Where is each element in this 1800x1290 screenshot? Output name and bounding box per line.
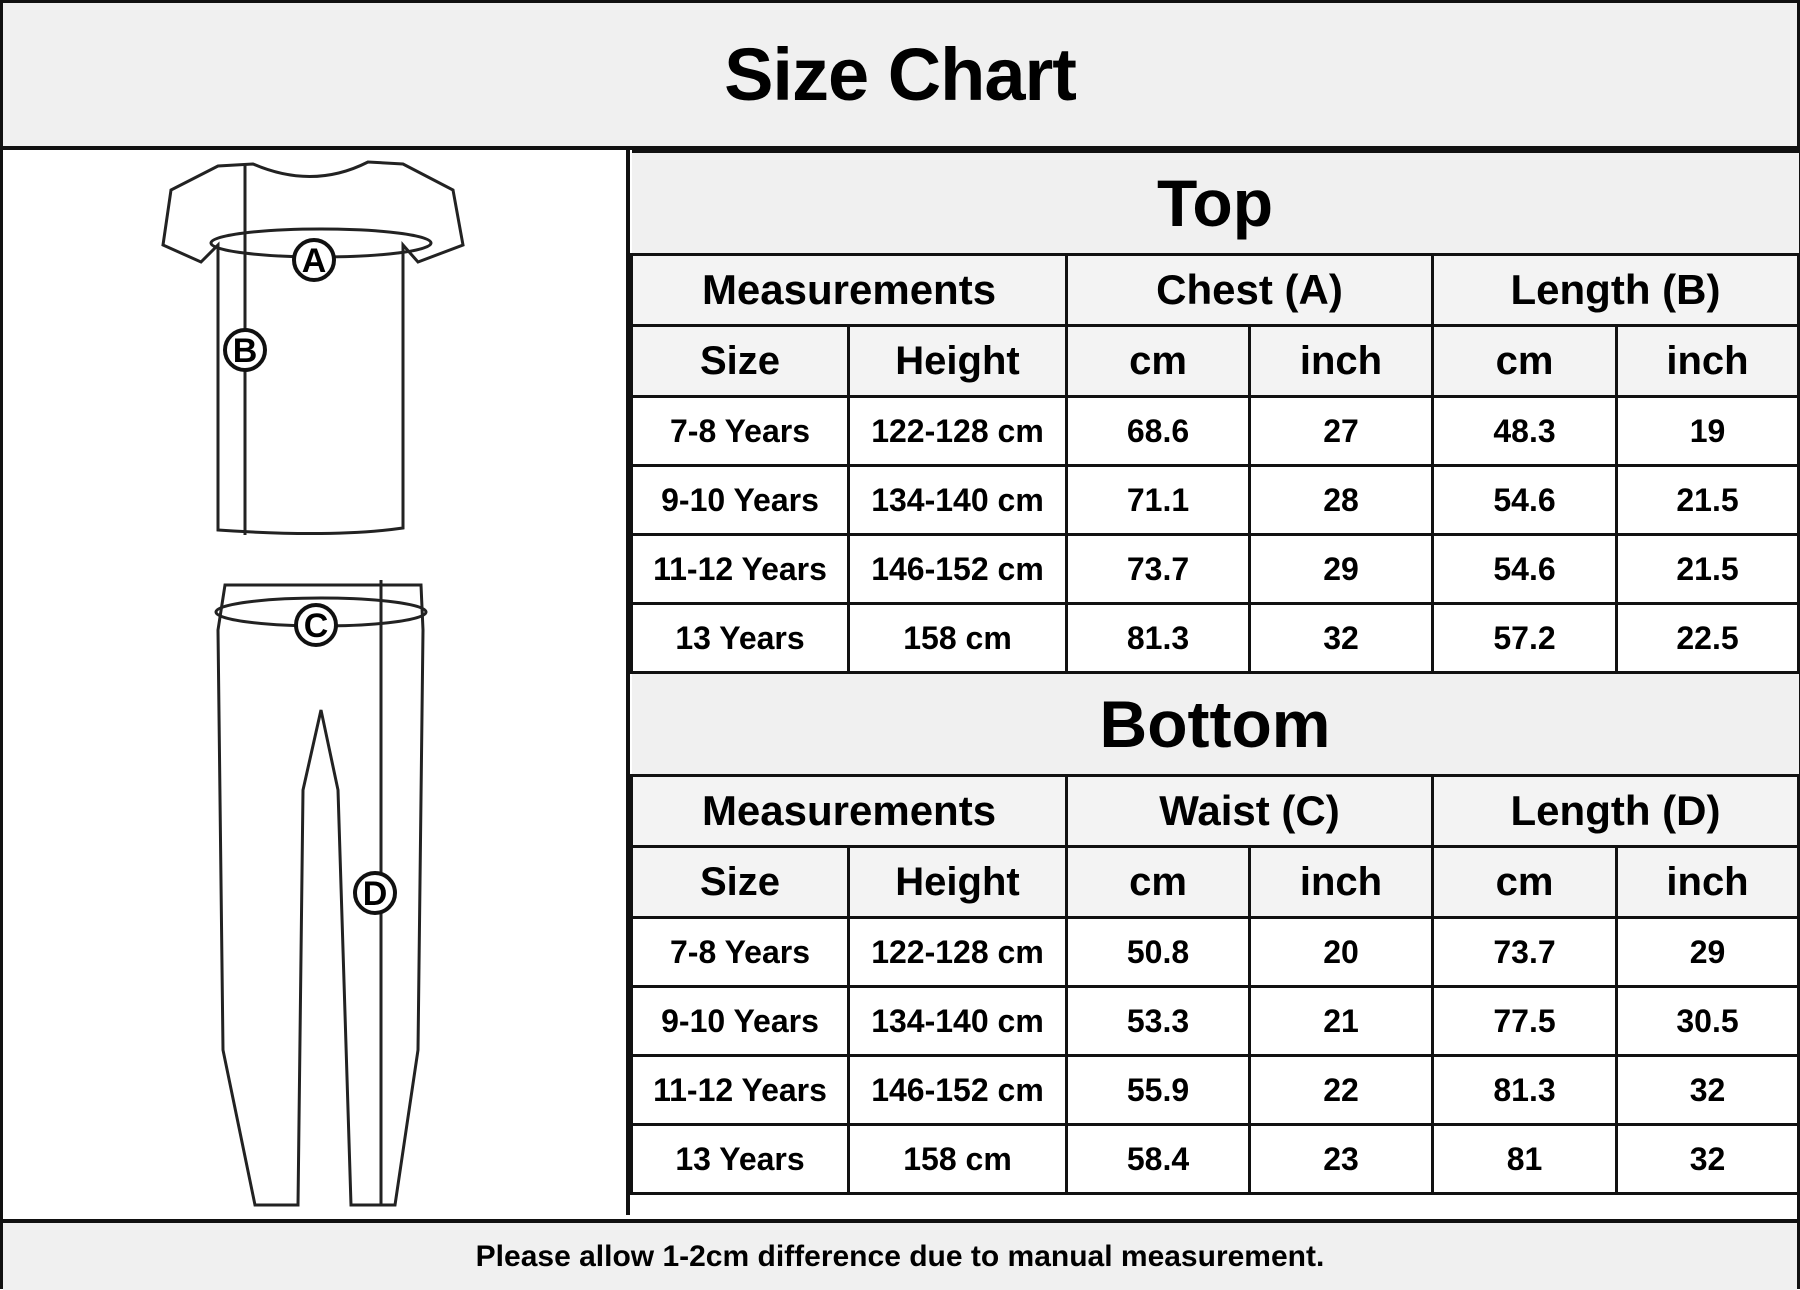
top-section-title: Top [631, 150, 1799, 256]
label-c-circle [294, 603, 338, 647]
table-cell: 146-152 cm [847, 533, 1068, 605]
table-cell: 81.3 [1065, 602, 1251, 674]
table-cell: 22 [1248, 1054, 1434, 1126]
bottom-section-title: Bottom [631, 671, 1799, 777]
table-cell: 20 [1248, 916, 1434, 988]
table-cell: 146-152 cm [847, 1054, 1068, 1126]
top-subheader: Height [847, 324, 1068, 398]
label-b: B [233, 332, 258, 370]
table-cell: 71.1 [1065, 464, 1251, 536]
bottom-group-header: Length (D) [1430, 774, 1800, 848]
table-cell: 55.9 [1065, 1054, 1251, 1126]
leggings-outline [216, 583, 425, 1207]
table-cell: 158 cm [847, 602, 1068, 674]
top-subheader: cm [1431, 324, 1618, 398]
table-cell: 81 [1431, 1123, 1618, 1195]
top-subheader: cm [1065, 324, 1251, 398]
garment-illustration: A B C D [3, 150, 630, 1215]
bottom-subheader: inch [1248, 845, 1434, 919]
table-row: 11-12 Years 146-152 cm 73.7 29 54.6 21.5 [630, 533, 1800, 605]
table-cell: 19 [1615, 395, 1800, 467]
table-cell: 122-128 cm [847, 395, 1068, 467]
table-cell: 21 [1248, 985, 1434, 1057]
table-cell: 13 Years [630, 1123, 850, 1195]
table-cell: 73.7 [1431, 916, 1618, 988]
table-row: 7-8 Years 122-128 cm 50.8 20 73.7 29 [630, 916, 1800, 988]
table-cell: 21.5 [1615, 533, 1800, 605]
top-subheader: inch [1248, 324, 1434, 398]
page-title: Size Chart [3, 3, 1797, 150]
bottom-subheader: inch [1614, 845, 1800, 919]
table-cell: 134-140 cm [847, 464, 1068, 536]
top-size-table: Top Measurements Chest (A) Length (B) Si… [630, 150, 1800, 674]
table-row: 13 Years 158 cm 81.3 32 57.2 22.5 [630, 602, 1800, 674]
table-cell: 73.7 [1065, 533, 1251, 605]
table-cell: 30.5 [1614, 985, 1800, 1057]
bottom-size-table: Bottom Measurements Waist (C) Length (D)… [630, 671, 1800, 1195]
table-cell: 23 [1248, 1123, 1434, 1195]
table-cell: 134-140 cm [847, 985, 1068, 1057]
top-subheader: Size [630, 324, 850, 398]
table-row: 13 Years 158 cm 58.4 23 81 32 [630, 1123, 1800, 1195]
table-cell: 28 [1248, 464, 1434, 536]
bottom-subheader: Height [847, 845, 1068, 919]
table-cell: 48.3 [1431, 395, 1618, 467]
table-cell: 11-12 Years [630, 1054, 850, 1126]
table-cell: 81.3 [1431, 1054, 1618, 1126]
size-tables: Top Measurements Chest (A) Length (B) Si… [630, 150, 1800, 1195]
table-cell: 122-128 cm [847, 916, 1068, 988]
top-subheader: inch [1615, 324, 1800, 398]
table-cell: 50.8 [1065, 916, 1251, 988]
table-cell: 9-10 Years [630, 464, 850, 536]
table-cell: 7-8 Years [630, 395, 850, 467]
tshirt-outline [161, 160, 465, 536]
table-cell: 11-12 Years [630, 533, 850, 605]
label-d: D [363, 875, 388, 913]
table-cell: 58.4 [1065, 1123, 1251, 1195]
table-row: 7-8 Years 122-128 cm 68.6 27 48.3 19 [630, 395, 1800, 467]
table-cell: 54.6 [1431, 533, 1618, 605]
bottom-group-header: Waist (C) [1065, 774, 1434, 848]
table-row: 9-10 Years 134-140 cm 53.3 21 77.5 30.5 [630, 985, 1800, 1057]
bottom-subheader: cm [1065, 845, 1251, 919]
table-cell: 22.5 [1615, 602, 1800, 674]
table-cell: 21.5 [1615, 464, 1800, 536]
table-cell: 13 Years [630, 602, 850, 674]
label-a: A [302, 242, 327, 280]
label-b-circle [223, 328, 267, 372]
table-cell: 77.5 [1431, 985, 1618, 1057]
top-group-header: Measurements [630, 253, 1068, 327]
label-d-circle [353, 871, 397, 915]
table-row: 9-10 Years 134-140 cm 71.1 28 54.6 21.5 [630, 464, 1800, 536]
table-cell: 54.6 [1431, 464, 1618, 536]
label-a-circle [292, 238, 336, 282]
table-row: 11-12 Years 146-152 cm 55.9 22 81.3 32 [630, 1054, 1800, 1126]
table-cell: 9-10 Years [630, 985, 850, 1057]
table-cell: 53.3 [1065, 985, 1251, 1057]
top-group-header: Length (B) [1431, 253, 1800, 327]
table-cell: 29 [1248, 533, 1434, 605]
table-cell: 158 cm [847, 1123, 1068, 1195]
table-cell: 29 [1614, 916, 1800, 988]
table-cell: 32 [1614, 1054, 1800, 1126]
table-cell: 7-8 Years [630, 916, 850, 988]
table-cell: 32 [1614, 1123, 1800, 1195]
table-cell: 68.6 [1065, 395, 1251, 467]
bottom-subheader: cm [1431, 845, 1618, 919]
garment-drawing: A B C D [161, 160, 465, 1207]
table-cell: 32 [1248, 602, 1434, 674]
label-c: C [304, 607, 329, 645]
table-cell: 57.2 [1431, 602, 1618, 674]
table-cell: 27 [1248, 395, 1434, 467]
footer-note: Please allow 1-2cm difference due to man… [3, 1219, 1797, 1290]
bottom-subheader: Size [630, 845, 850, 919]
bottom-group-header: Measurements [630, 774, 1068, 848]
top-group-header: Chest (A) [1065, 253, 1434, 327]
